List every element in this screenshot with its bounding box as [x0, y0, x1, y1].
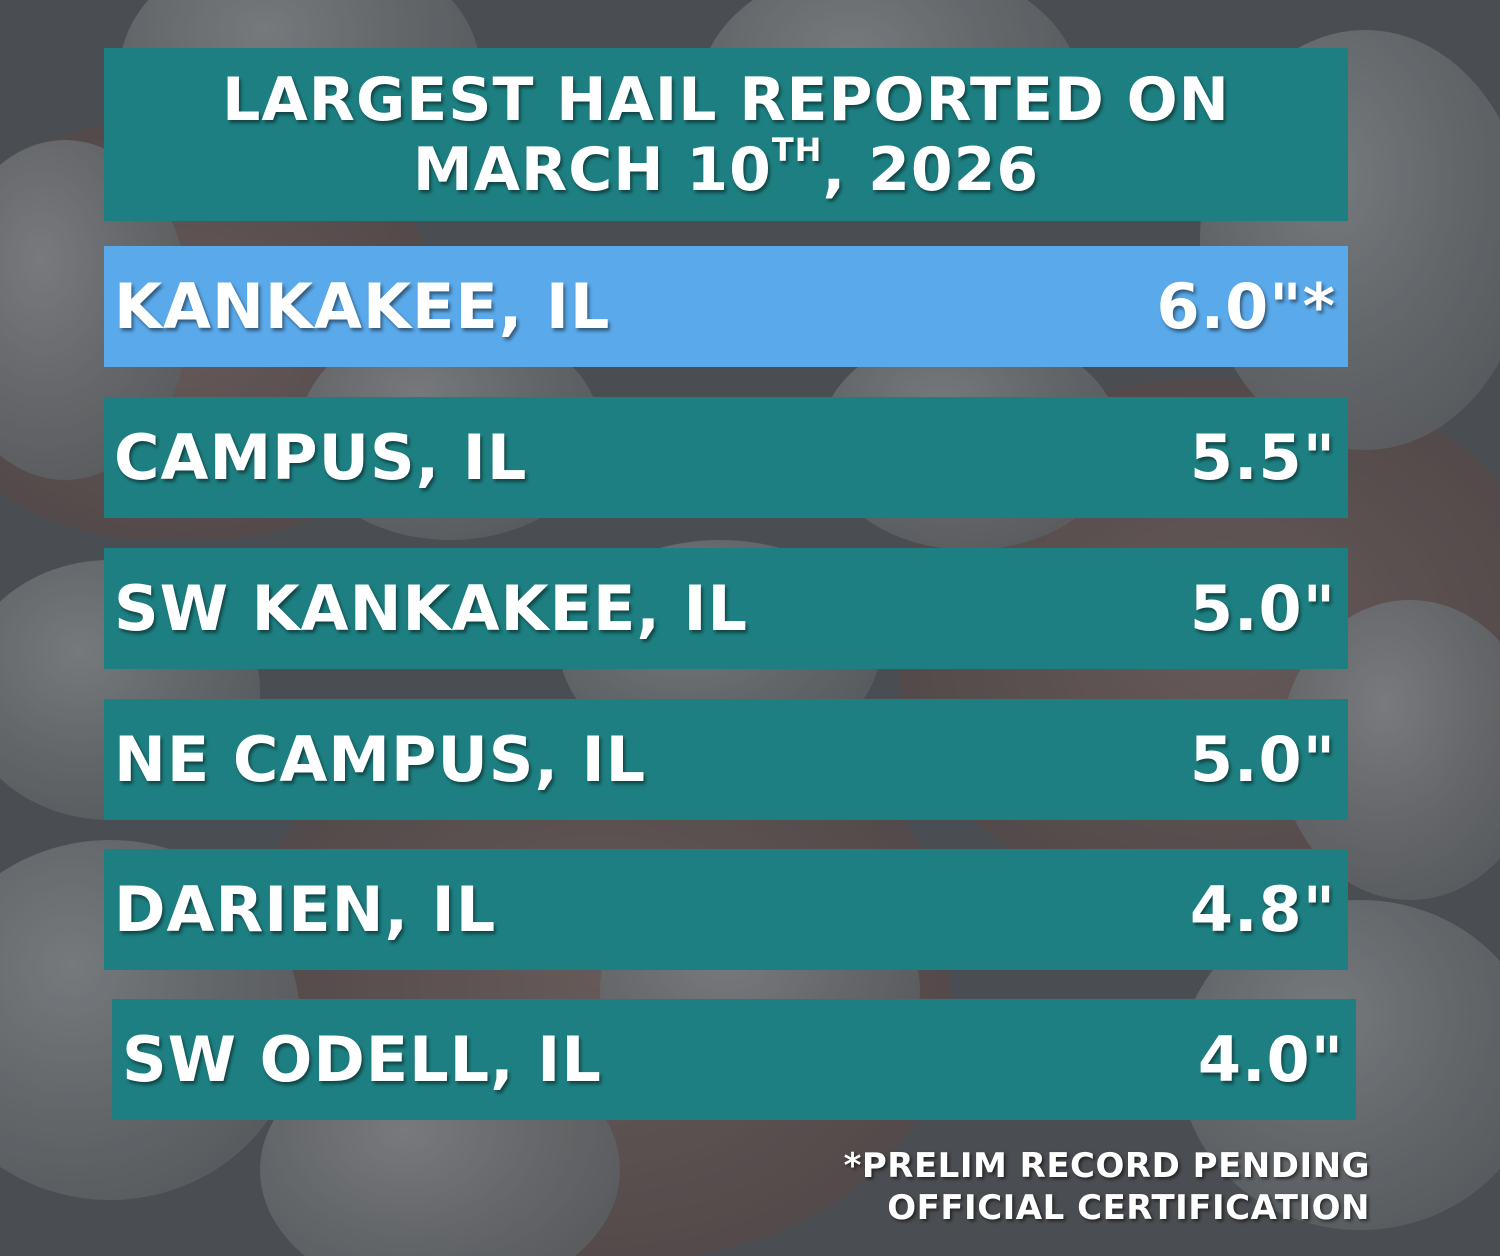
report-location: CAMPUS, IL — [114, 421, 528, 494]
hail-report-row-2: CAMPUS, IL 5.5" — [104, 397, 1348, 518]
hail-report-row-4: NE CAMPUS, IL 5.0" — [104, 699, 1348, 820]
title-panel: LARGEST HAIL REPORTED ON MARCH 10TH, 202… — [104, 48, 1348, 221]
hail-report-row-3: SW KANKAKEE, IL 5.0" — [104, 548, 1348, 669]
report-hail-size: 5.0" — [1189, 572, 1336, 645]
report-hail-size: 6.0"* — [1156, 270, 1336, 343]
hail-report-row-6: SW ODELL, IL 4.0" — [112, 999, 1356, 1120]
report-location: DARIEN, IL — [114, 873, 497, 946]
title-line-2: MARCH 10TH, 2026 — [412, 134, 1040, 205]
title-date-ordinal: TH — [771, 130, 823, 169]
title-date-month-day: MARCH 10 — [412, 134, 772, 205]
title-date-year: , 2026 — [822, 134, 1040, 205]
footnote-line-2: OFFICIAL CERTIFICATION — [887, 1188, 1370, 1228]
report-hail-size: 5.0" — [1189, 723, 1336, 796]
title-line-1: LARGEST HAIL REPORTED ON — [222, 64, 1230, 135]
report-location: NE CAMPUS, IL — [114, 723, 647, 796]
report-hail-size: 4.0" — [1197, 1023, 1344, 1096]
report-location: SW KANKAKEE, IL — [114, 572, 749, 645]
footnote: *PRELIM RECORD PENDING OFFICIAL CERTIFIC… — [844, 1145, 1370, 1229]
report-hail-size: 4.8" — [1189, 873, 1336, 946]
hail-report-row-1: KANKAKEE, IL 6.0"* — [104, 246, 1348, 367]
report-location: KANKAKEE, IL — [114, 270, 611, 343]
footnote-line-1: *PRELIM RECORD PENDING — [843, 1146, 1370, 1186]
report-hail-size: 5.5" — [1189, 421, 1336, 494]
hail-report-row-5: DARIEN, IL 4.8" — [104, 849, 1348, 970]
report-location: SW ODELL, IL — [122, 1023, 602, 1096]
